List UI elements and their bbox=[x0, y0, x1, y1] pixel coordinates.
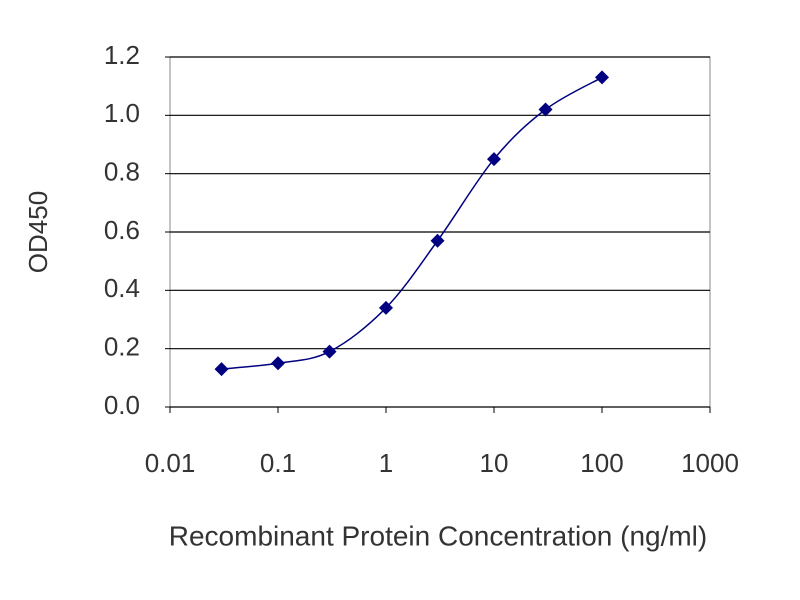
y-tick-label: 0.2 bbox=[104, 332, 140, 362]
curve bbox=[221, 76, 603, 370]
x-tick-label: 1 bbox=[379, 448, 393, 478]
y-tick-label: 0.6 bbox=[104, 215, 140, 245]
y-tick-label: 0.8 bbox=[104, 157, 140, 187]
x-axis-title: Recombinant Protein Concentration (ng/ml… bbox=[169, 520, 707, 551]
marker bbox=[430, 233, 445, 248]
marker bbox=[214, 362, 229, 377]
y-tick-label: 0.4 bbox=[104, 273, 140, 303]
marker bbox=[322, 344, 337, 359]
marker bbox=[487, 152, 501, 167]
x-tick-label: 0.1 bbox=[260, 448, 296, 478]
y-tick-label: 1.0 bbox=[104, 98, 140, 128]
y-tick-label: 1.2 bbox=[104, 40, 140, 70]
marker bbox=[595, 70, 609, 85]
marker bbox=[538, 102, 553, 117]
x-tick-label: 100 bbox=[580, 448, 623, 478]
y-tick-label: 0.0 bbox=[104, 390, 140, 420]
marker bbox=[379, 300, 393, 315]
marker bbox=[271, 356, 285, 371]
y-axis-title: OD450 bbox=[23, 191, 53, 273]
x-tick-label: 10 bbox=[480, 448, 509, 478]
x-tick-label: 0.01 bbox=[145, 448, 196, 478]
x-tick-label: 1000 bbox=[681, 448, 739, 478]
